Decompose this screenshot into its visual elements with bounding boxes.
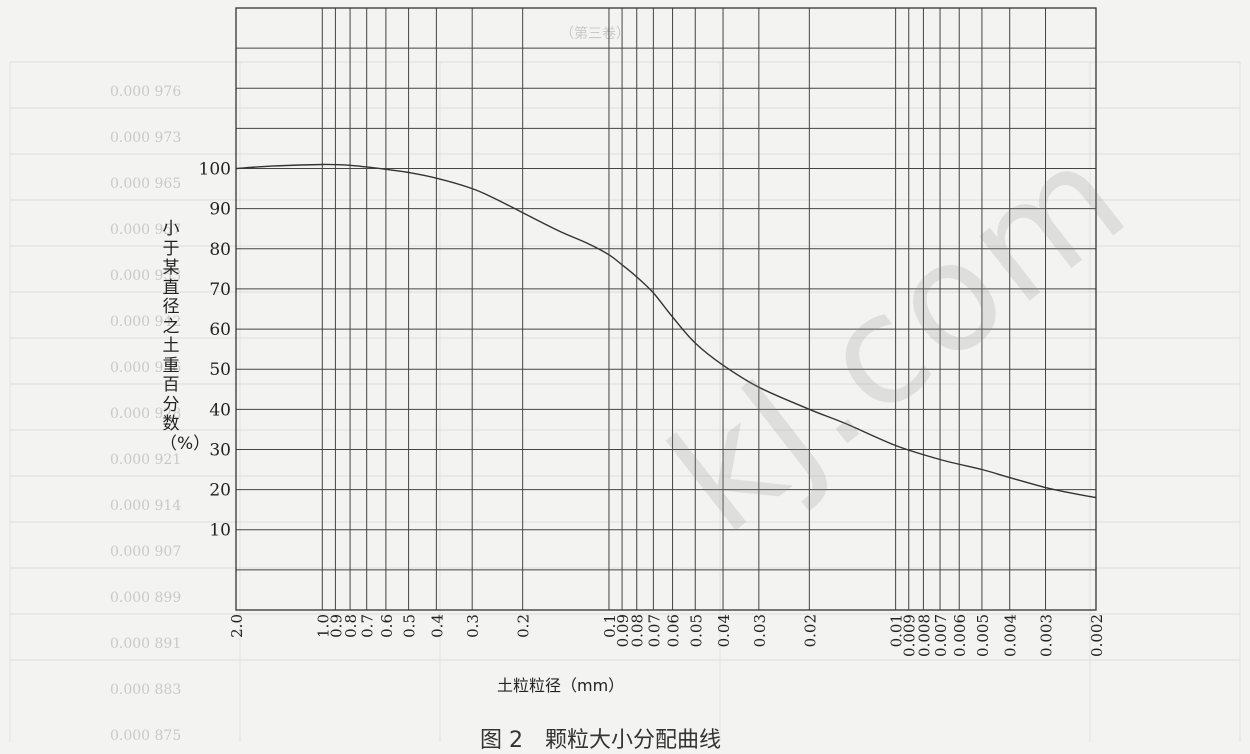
- x-tick-label: 0.01: [888, 614, 906, 647]
- bg-row-text: 0.000 976: [110, 84, 181, 100]
- x-tick-labels: 2.0 1.00.90.80.7 0.6 0.5 0.4 0.3 0.2 0.10.090.0…: [228, 614, 1106, 657]
- y-tick-label: 20: [209, 481, 231, 501]
- x-tick-label: 0.5: [401, 614, 419, 638]
- x-tick-label: 0.002: [1088, 614, 1106, 657]
- x-tick-label: 0.6: [378, 614, 396, 638]
- y-tick-label: 40: [209, 400, 231, 420]
- plot-frame: [235, 7, 1097, 611]
- x-tick-label: 0.07: [645, 614, 663, 647]
- bg-row-text: 0.000 883: [110, 682, 181, 698]
- bg-row-text: 0.000 957: [110, 222, 181, 238]
- x-tick-label: 0.007: [932, 614, 950, 657]
- x-tick-label: 0.03: [751, 614, 769, 647]
- bg-row-text: 0.000 936: [110, 360, 181, 376]
- x-tick-label: 0.02: [801, 614, 819, 647]
- x-tick-label: 0.2: [515, 614, 533, 638]
- bg-row-text: 0.000 907: [110, 544, 181, 560]
- bg-row-text: 0.000 928: [110, 406, 181, 422]
- x-tick-label: 0.3: [464, 614, 482, 638]
- chart-grid: [235, 7, 1097, 611]
- x-tick-label: 0.006: [951, 614, 969, 657]
- x-axis-label: 土粒粒径（mm）: [497, 676, 625, 695]
- y-tick-label: 70: [209, 280, 231, 300]
- x-tick-label: 1.0: [314, 614, 332, 638]
- y-tick-label: 50: [209, 360, 231, 380]
- y-tick-label: 10: [209, 521, 231, 541]
- x-tick-label: 0.004: [1002, 614, 1020, 657]
- y-tick-label: 80: [209, 240, 231, 260]
- x-tick-label: 0.9: [327, 614, 345, 638]
- x-tick-label: 0.06: [665, 614, 683, 647]
- bg-row-text: 0.000 942: [110, 314, 181, 330]
- x-tick-label: 0.009: [901, 614, 919, 657]
- bg-row-text: 0.000 953: [110, 268, 181, 284]
- bg-header-text: （第三卷）: [560, 25, 630, 42]
- x-tick-label: 0.04: [715, 614, 733, 647]
- bg-row-text: 0.000 973: [110, 130, 181, 146]
- bg-row-text: 0.000 891: [110, 636, 181, 652]
- x-tick-label: 0.008: [915, 614, 933, 657]
- x-tick-label: 0.8: [342, 614, 360, 638]
- x-tick-label: 0.08: [629, 614, 647, 647]
- x-tick-label: 0.1: [601, 614, 619, 638]
- x-tick-label: 0.7: [359, 614, 377, 638]
- bg-row-text: 0.000 875: [110, 728, 181, 742]
- x-tick-label: 0.05: [687, 614, 705, 647]
- y-tick-label: 30: [209, 440, 231, 460]
- bg-row-text: 0.000 921: [110, 452, 181, 468]
- bg-row-text: 0.000 965: [110, 176, 181, 192]
- x-tick-label: 0.005: [974, 614, 992, 657]
- x-tick-label: 2.0: [228, 614, 246, 638]
- y-axis-label: 小于某直径之土重百分数（%）: [160, 219, 211, 454]
- x-tick-label: 0.4: [428, 614, 446, 638]
- y-tick-label: 60: [209, 320, 231, 340]
- distribution-curve: [235, 163, 1097, 499]
- x-tick-label: 0.003: [1038, 614, 1056, 657]
- figure-caption: 图 2 颗粒大小分配曲线: [480, 728, 721, 753]
- x-tick-label: 0.09: [614, 614, 632, 647]
- bg-row-text: 0.000 899: [110, 590, 181, 606]
- background-table-ghost: （第三卷） 0.000 976 0.000 973 0.000 965 0.000 95…: [9, 25, 1241, 742]
- bg-row-text: 0.000 914: [110, 498, 181, 514]
- y-tick-label: 100: [199, 160, 231, 180]
- y-tick-labels: 10 20 30 40 50 60 70 80 90 100: [199, 160, 231, 541]
- y-tick-label: 90: [209, 200, 231, 220]
